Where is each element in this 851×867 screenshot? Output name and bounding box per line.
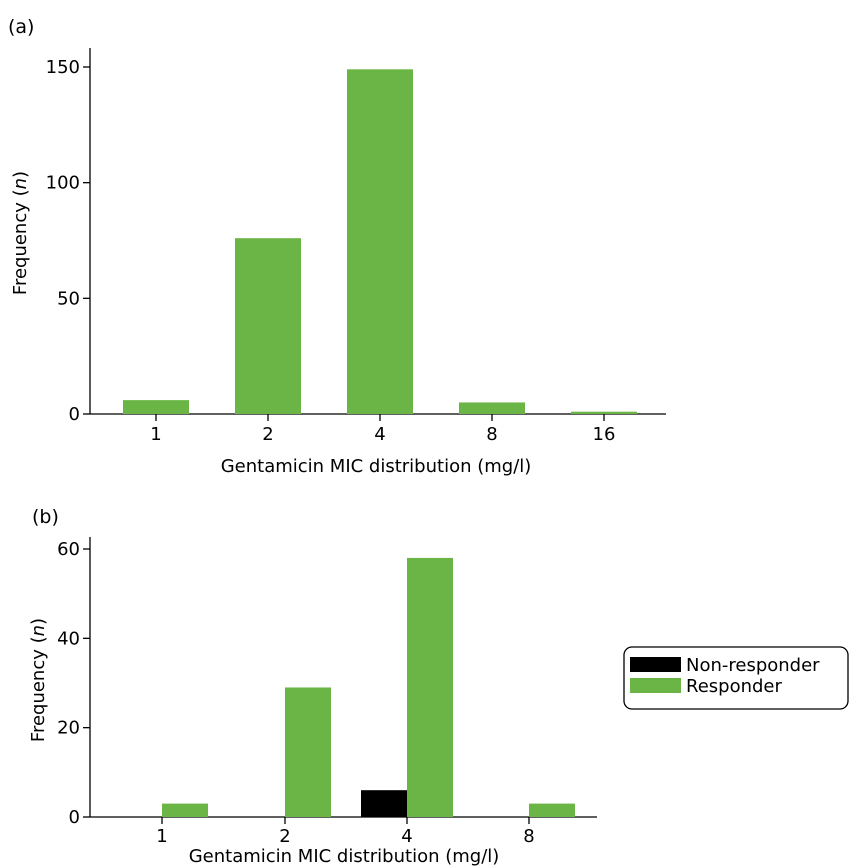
legend-swatch-non-responder bbox=[630, 657, 681, 672]
bar-8 bbox=[459, 402, 525, 414]
panel-b-x-tick-label: 4 bbox=[401, 826, 412, 847]
panel-b-x-tick-label: 1 bbox=[156, 826, 167, 847]
legend-swatch-responder bbox=[630, 678, 681, 693]
panel-a-bars bbox=[123, 69, 637, 415]
bar-16 bbox=[571, 411, 637, 414]
chart-panel-b: (b) 0 20 40 60 1 2 4 8 Gentamicin MIC distribu… bbox=[28, 506, 849, 867]
panel-a-x-tick-label: 2 bbox=[262, 424, 273, 445]
panel-a-y-ticks: 0 50 100 150 bbox=[46, 57, 90, 425]
panel-a-y-tick-label: 150 bbox=[46, 57, 80, 78]
bar-1 bbox=[123, 400, 189, 414]
panel-a-x-tick-label: 8 bbox=[486, 424, 497, 445]
panel-b-y-axis-label: Frequency (n) bbox=[28, 618, 49, 742]
legend-label-responder: Responder bbox=[686, 676, 782, 697]
panel-a-x-ticks: 1 2 4 8 16 bbox=[150, 414, 615, 445]
panel-b-bars bbox=[162, 557, 575, 817]
panel-a-x-tick-label: 4 bbox=[374, 424, 385, 445]
panel-b-x-tick-label: 2 bbox=[279, 826, 290, 847]
panel-b-x-tick-label: 8 bbox=[523, 826, 534, 847]
panel-a-y-label-italic: n bbox=[10, 178, 31, 189]
panel-a-label: (a) bbox=[8, 16, 34, 38]
bar-4 bbox=[347, 69, 413, 415]
panel-b-y-tick-label: 20 bbox=[57, 718, 80, 739]
panel-b-label: (b) bbox=[32, 506, 59, 528]
bar-non-responder-4 bbox=[361, 790, 407, 817]
panel-b-y-tick-label: 0 bbox=[69, 807, 80, 828]
panel-b-x-axis-label: Gentamicin MIC distribution (mg/l) bbox=[189, 846, 500, 867]
panel-b-y-label-italic: n bbox=[28, 625, 49, 636]
panel-b-y-label-main: Frequency ( bbox=[28, 636, 49, 742]
panel-a-y-label-main: Frequency ( bbox=[10, 189, 31, 295]
panel-b-y-tick-label: 40 bbox=[57, 628, 80, 649]
panel-a-x-tick-label: 1 bbox=[150, 424, 161, 445]
bar-responder-8 bbox=[529, 803, 575, 817]
bar-responder-2 bbox=[285, 687, 331, 817]
panel-a-x-axis-label: Gentamicin MIC distribution (mg/l) bbox=[221, 456, 532, 477]
bar-responder-1 bbox=[162, 803, 208, 817]
chart-panel-a: (a) 0 50 100 150 1 2 4 8 16 Gentamicin MIC dist… bbox=[8, 16, 666, 477]
panel-b-x-ticks: 1 2 4 8 bbox=[156, 817, 535, 847]
panel-a-y-axis-label: Frequency (n) bbox=[10, 171, 31, 295]
panel-a-y-tick-label: 100 bbox=[46, 173, 80, 194]
legend-label-non-responder: Non-responder bbox=[686, 655, 820, 676]
panel-b-legend: Non-responder Responder bbox=[623, 646, 849, 710]
panel-a-y-tick-label: 0 bbox=[69, 404, 80, 425]
panel-b-y-ticks: 0 20 40 60 bbox=[57, 539, 90, 828]
bar-responder-4 bbox=[407, 557, 453, 817]
panel-b-y-tick-label: 60 bbox=[57, 539, 80, 560]
panel-a-y-tick-label: 50 bbox=[57, 288, 80, 309]
panel-b-y-label-close: ) bbox=[28, 618, 49, 625]
panel-a-x-tick-label: 16 bbox=[593, 424, 616, 445]
panel-a-y-label-close: ) bbox=[10, 171, 31, 178]
bar-2 bbox=[235, 238, 301, 414]
